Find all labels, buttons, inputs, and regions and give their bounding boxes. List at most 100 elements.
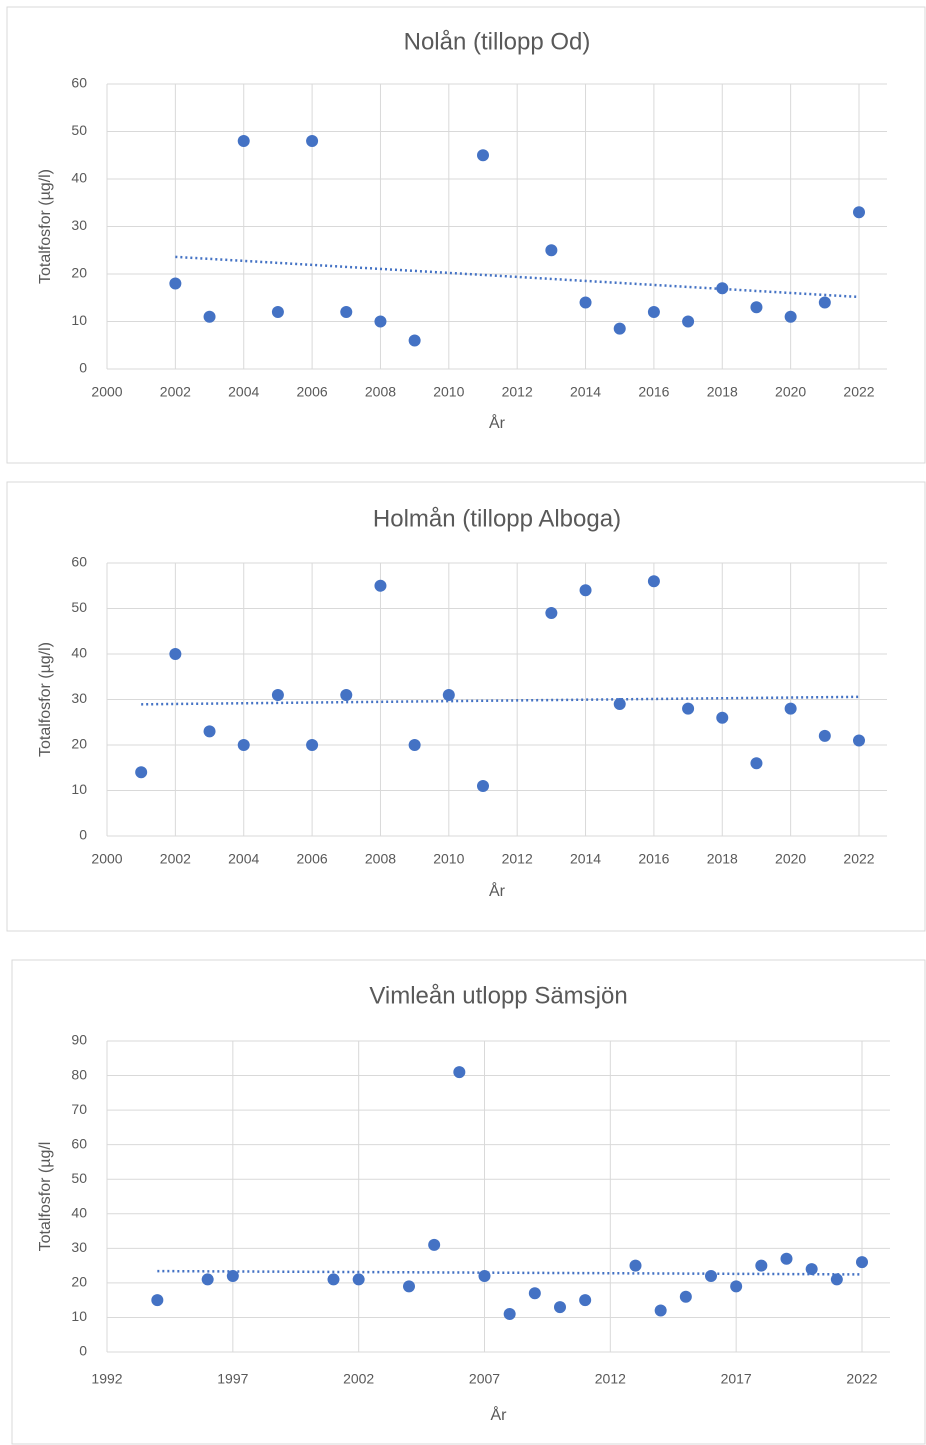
data-point: [679, 1290, 692, 1303]
data-point: [442, 688, 455, 701]
data-point: [545, 607, 558, 620]
x-tick-label: 2014: [570, 851, 601, 867]
data-point: [271, 688, 284, 701]
data-point: [453, 1066, 466, 1079]
chart-frame: [6, 481, 926, 932]
data-point: [780, 1252, 793, 1265]
x-tick-label: 2004: [228, 851, 259, 867]
y-tick-label: 60: [71, 1135, 87, 1151]
data-point: [613, 322, 626, 335]
y-tick-label: 30: [71, 217, 87, 233]
data-point: [237, 739, 250, 751]
data-point: [428, 1238, 441, 1251]
x-tick-label: 2002: [160, 384, 191, 400]
y-tick-label: 10: [71, 1308, 87, 1324]
data-point: [730, 1280, 743, 1293]
data-point: [647, 575, 660, 588]
x-tick-label: 2008: [365, 384, 396, 400]
data-point: [579, 584, 592, 597]
data-point: [716, 282, 729, 295]
data-point: [784, 310, 797, 323]
x-tick-label: 2016: [638, 851, 669, 867]
data-point: [682, 315, 695, 328]
y-tick-label: 40: [71, 170, 87, 186]
data-point: [545, 244, 558, 257]
x-tick-label: 2006: [297, 384, 328, 400]
data-point: [340, 306, 353, 318]
y-tick-label: 70: [71, 1101, 87, 1117]
data-point: [755, 1259, 768, 1272]
data-point: [327, 1273, 340, 1286]
data-point: [271, 306, 284, 318]
trendline: [175, 255, 860, 299]
data-point: [818, 729, 831, 742]
y-axis-title: Totalfosfor (µg/l: [37, 1142, 54, 1252]
data-point: [478, 1269, 491, 1282]
data-point: [750, 757, 763, 770]
data-point: [403, 1280, 415, 1293]
data-point: [629, 1259, 642, 1272]
y-tick-label: 50: [71, 1170, 87, 1186]
data-point: [554, 1301, 566, 1314]
data-point: [203, 310, 216, 323]
x-tick-label: 2022: [843, 384, 874, 400]
x-tick-label: 2007: [469, 1371, 500, 1387]
y-tick-label: 30: [71, 1239, 87, 1255]
x-tick-label: 2002: [343, 1371, 374, 1387]
data-point: [830, 1273, 843, 1286]
data-point: [340, 688, 353, 701]
data-point: [169, 648, 182, 660]
chart-frame: [6, 6, 926, 464]
x-tick-label: 2006: [297, 851, 328, 867]
y-axis-title: Totalfosfor (µg/l): [37, 169, 54, 284]
data-point: [237, 135, 250, 147]
y-tick-label: 10: [71, 312, 87, 328]
data-point: [408, 334, 421, 347]
chart-title: Vimleån utlopp Sämsjön: [369, 982, 627, 1009]
x-axis-title: År: [489, 881, 506, 900]
data-point: [352, 1273, 365, 1286]
y-tick-label: 60: [71, 554, 87, 570]
y-tick-label: 20: [71, 1274, 87, 1290]
y-tick-label: 90: [71, 1032, 87, 1048]
chart-title: Holmån (tillopp Alboga): [373, 505, 621, 532]
data-point: [856, 1256, 868, 1269]
x-tick-label: 2018: [707, 384, 738, 400]
data-point: [374, 315, 387, 328]
y-tick-label: 20: [71, 265, 87, 281]
chart-title: Nolån (tillopp Od): [404, 28, 591, 55]
x-tick-label: 2012: [502, 851, 533, 867]
data-point: [682, 702, 695, 715]
x-tick-label: 1992: [91, 1371, 122, 1387]
data-point: [151, 1294, 164, 1307]
data-point: [477, 779, 489, 792]
x-tick-label: 2010: [433, 384, 464, 400]
x-tick-label: 1997: [217, 1371, 248, 1387]
x-tick-label: 2017: [721, 1371, 752, 1387]
y-tick-label: 20: [71, 736, 87, 752]
data-point: [306, 739, 319, 751]
data-point: [750, 301, 763, 314]
x-tick-label: 2012: [502, 384, 533, 400]
data-point: [613, 698, 626, 711]
data-point: [201, 1273, 214, 1286]
data-point: [705, 1269, 717, 1282]
data-point: [528, 1287, 541, 1300]
x-tick-label: 2002: [160, 851, 191, 867]
x-tick-label: 2018: [707, 851, 738, 867]
x-tick-label: 2004: [228, 384, 259, 400]
data-point: [647, 306, 660, 318]
x-tick-label: 2000: [91, 384, 122, 400]
y-tick-label: 10: [71, 781, 87, 797]
data-point: [853, 206, 865, 219]
x-tick-label: 2012: [595, 1371, 626, 1387]
x-tick-label: 2022: [846, 1371, 877, 1387]
data-point: [853, 734, 865, 747]
data-point: [135, 766, 148, 779]
x-tick-label: 2020: [775, 851, 806, 867]
data-point: [477, 149, 489, 162]
y-tick-label: 60: [71, 75, 87, 91]
data-point: [579, 1294, 592, 1307]
data-point: [226, 1269, 239, 1282]
data-point: [503, 1307, 516, 1320]
